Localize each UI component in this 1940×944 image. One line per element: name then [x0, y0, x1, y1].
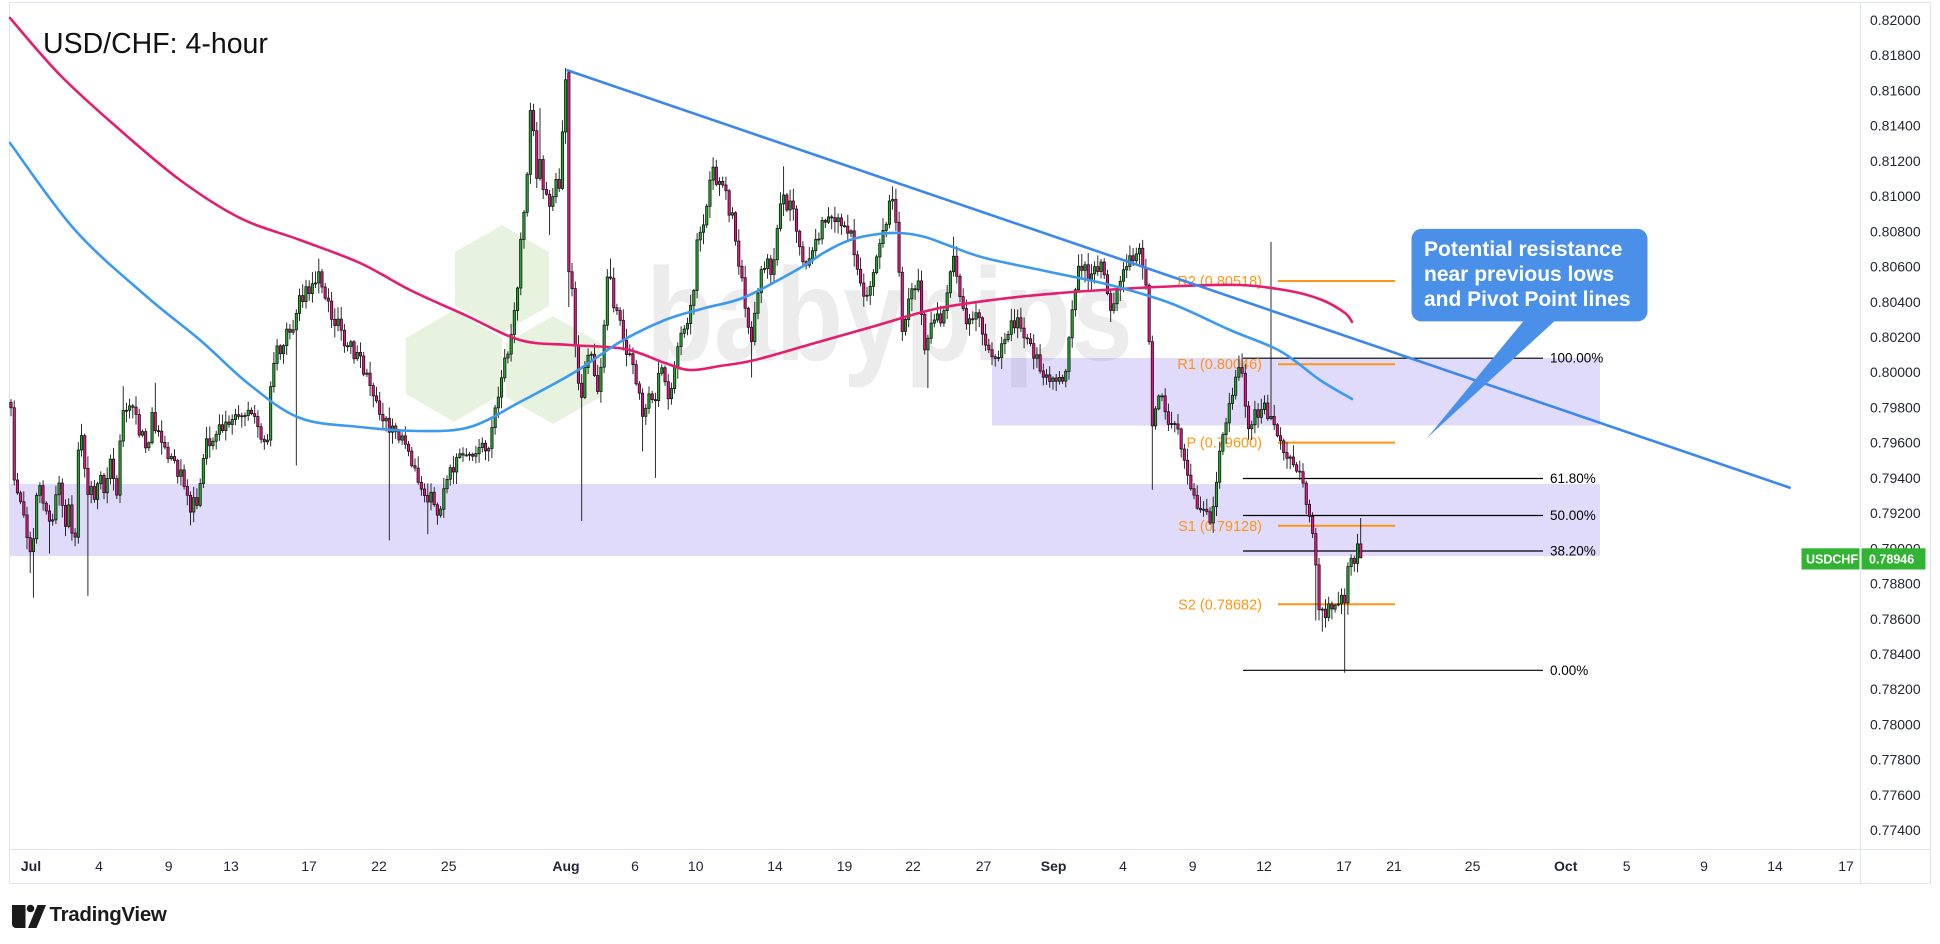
svg-text:S1 (0.79128): S1 (0.79128): [1178, 519, 1262, 535]
svg-text:0.81200: 0.81200: [1870, 153, 1921, 169]
svg-text:14: 14: [1767, 858, 1783, 874]
svg-text:0.78000: 0.78000: [1870, 716, 1921, 732]
svg-text:27: 27: [976, 858, 992, 874]
svg-text:0.81600: 0.81600: [1870, 82, 1921, 98]
svg-text:0.77600: 0.77600: [1870, 787, 1921, 803]
svg-text:19: 19: [837, 858, 853, 874]
svg-text:17: 17: [301, 858, 317, 874]
svg-text:0.77800: 0.77800: [1870, 752, 1921, 768]
svg-text:Oct: Oct: [1554, 858, 1578, 874]
svg-text:0.77400: 0.77400: [1870, 822, 1921, 838]
svg-text:0.80000: 0.80000: [1870, 364, 1921, 380]
svg-text:0.81000: 0.81000: [1870, 188, 1921, 204]
svg-text:0.79200: 0.79200: [1870, 505, 1921, 521]
svg-text:25: 25: [1465, 858, 1481, 874]
svg-text:17: 17: [1336, 858, 1352, 874]
svg-text:13: 13: [223, 858, 239, 874]
svg-text:0.80600: 0.80600: [1870, 259, 1921, 275]
svg-text:0.82000: 0.82000: [1870, 12, 1921, 28]
svg-text:50.00%: 50.00%: [1550, 508, 1596, 523]
svg-text:near previous lows: near previous lows: [1424, 263, 1614, 286]
svg-text:0.79600: 0.79600: [1870, 435, 1921, 451]
svg-text:0.78600: 0.78600: [1870, 611, 1921, 627]
svg-text:25: 25: [441, 858, 457, 874]
svg-text:0.78800: 0.78800: [1870, 576, 1921, 592]
svg-text:0.80400: 0.80400: [1870, 294, 1921, 310]
svg-text:9: 9: [1700, 858, 1708, 874]
svg-text:0.00%: 0.00%: [1550, 663, 1588, 678]
svg-text:USDCHF: USDCHF: [1806, 553, 1858, 567]
svg-text:38.20%: 38.20%: [1550, 544, 1596, 559]
svg-text:Sep: Sep: [1041, 858, 1067, 874]
svg-text:21: 21: [1386, 858, 1402, 874]
svg-text:100.00%: 100.00%: [1550, 351, 1603, 366]
svg-text:0.79400: 0.79400: [1870, 470, 1921, 486]
svg-text:0.81400: 0.81400: [1870, 118, 1921, 134]
svg-text:0.80800: 0.80800: [1870, 223, 1921, 239]
svg-text:babypips: babypips: [646, 241, 1133, 388]
svg-text:14: 14: [767, 858, 783, 874]
svg-text:9: 9: [165, 858, 173, 874]
svg-text:0.81800: 0.81800: [1870, 47, 1921, 63]
svg-text:6: 6: [631, 858, 639, 874]
svg-text:9: 9: [1189, 858, 1197, 874]
svg-text:R1 (0.80046): R1 (0.80046): [1177, 357, 1262, 373]
svg-text:17: 17: [1838, 858, 1854, 874]
svg-text:4: 4: [1119, 858, 1127, 874]
svg-text:Potential resistance: Potential resistance: [1424, 238, 1622, 261]
svg-text:0.78400: 0.78400: [1870, 646, 1921, 662]
svg-text:61.80%: 61.80%: [1550, 471, 1596, 486]
svg-text:USD/CHF: 4-hour: USD/CHF: 4-hour: [43, 28, 268, 60]
svg-text:0.80200: 0.80200: [1870, 329, 1921, 345]
svg-text:TradingView: TradingView: [50, 903, 167, 926]
svg-text:22: 22: [371, 858, 387, 874]
svg-text:4: 4: [95, 858, 103, 874]
svg-text:0.78200: 0.78200: [1870, 681, 1921, 697]
svg-text:S2 (0.78682): S2 (0.78682): [1178, 597, 1262, 613]
svg-text:12: 12: [1256, 858, 1272, 874]
svg-text:Aug: Aug: [552, 858, 579, 874]
svg-text:10: 10: [688, 858, 704, 874]
svg-text:Jul: Jul: [21, 858, 41, 874]
svg-text:0.78946: 0.78946: [1869, 553, 1914, 567]
svg-text:and Pivot Point lines: and Pivot Point lines: [1424, 288, 1631, 311]
svg-text:0.79800: 0.79800: [1870, 399, 1921, 415]
svg-text:22: 22: [905, 858, 921, 874]
svg-text:5: 5: [1623, 858, 1631, 874]
